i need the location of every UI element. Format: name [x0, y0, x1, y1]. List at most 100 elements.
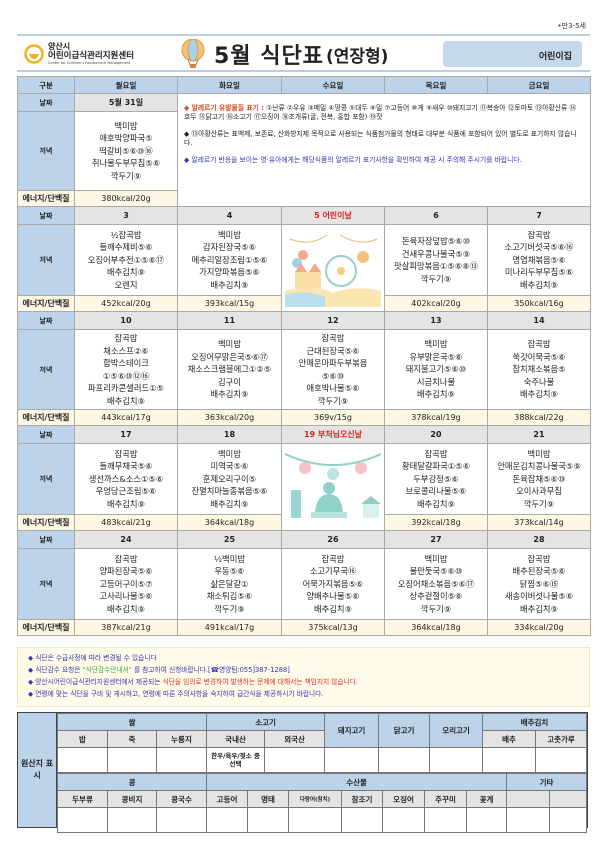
day-date: 5월 31일 — [74, 93, 178, 112]
menu-item: 소고기무국⑯ — [309, 566, 357, 577]
menu-item: 배추김치⑨ — [107, 603, 145, 614]
origin-cell[interactable] — [247, 807, 290, 833]
origin-bottom-table: 콩 수산물 기타 두부류 콩비지 콩국수 고등어 명태 다랑어(참치) 참조기 오징어 주꾸미 꽃… — [56, 773, 587, 833]
date-row-label: 날짜 — [17, 425, 75, 444]
origin-cell[interactable] — [424, 807, 468, 833]
menu-item: 물만둣국⑤⑥⑩ — [409, 566, 463, 577]
origin-cell[interactable] — [429, 747, 484, 773]
footnote-review-a: ◆ 식단감수 요청은 — [28, 666, 83, 674]
menu-item: 미나리두부무침⑤⑥ — [504, 267, 574, 278]
origin-cell[interactable] — [107, 807, 157, 833]
origin-item-label: 오징어 — [382, 790, 426, 808]
origin-item-label: 명태 — [247, 790, 290, 808]
day-menu: 백미밥 물만둣국⑤⑥⑩ 오징어채소볶음⑤⑥⑰ 상추겉절이⑤⑥ 깍두기⑨ — [384, 548, 488, 620]
origin-cell[interactable] — [155, 807, 208, 833]
menu-item: 잡곡밥 — [114, 333, 138, 343]
origin-cell[interactable] — [482, 747, 537, 773]
menu-item: 배추김치⑨ — [210, 389, 249, 400]
header-tuesday: 화요일 — [177, 76, 282, 94]
origin-cell[interactable] — [466, 807, 508, 833]
origin-cell[interactable] — [206, 807, 249, 833]
day-energy: 387kcal/21g — [74, 619, 178, 636]
origin-cell[interactable] — [264, 747, 326, 773]
origin-cell[interactable] — [155, 747, 208, 773]
day-date: 28 — [487, 530, 591, 549]
origin-cell[interactable] — [506, 807, 551, 833]
origin-cell[interactable] — [341, 807, 384, 833]
menu-item: 백미밥 — [114, 120, 138, 131]
menu-item: 근대된장국⑤⑥ — [306, 345, 360, 356]
menu-item: 잡곡밥 — [424, 448, 448, 459]
menu-item: 닭찜⑤⑥⑮ — [519, 578, 559, 589]
origin-cell[interactable] — [535, 747, 587, 773]
menu-item: 상추겉절이⑤⑥ — [409, 591, 463, 602]
origin-cell[interactable] — [57, 807, 108, 833]
footnote-liability-b: 식단을 임의로 변경하여 발생하는 문제에 대해서는 책임지지 않습니다. — [162, 678, 359, 686]
org-english-name: Center for Children's Foodservice Manage… — [48, 61, 131, 65]
buddhas-birthday-illustration — [284, 453, 382, 518]
menu-item: 배추김치⑨ — [107, 267, 145, 278]
day-date: 12 — [281, 311, 385, 330]
menu-item: 메추리알장조림①⑤⑥ — [191, 254, 268, 265]
origin-seafood: 수산물 — [206, 773, 508, 791]
day-menu: 백미밥 오징어무맑은국⑤⑥⑰ 채소스크램블에그①②⑤ 김구이 배추김치⑨ — [177, 329, 282, 410]
week5-meal-row: 저녁 잡곡밥 양파된장국⑤⑥ 고등어구이⑤⑦ 고사리나물⑤⑥ 배추김치⑨ ½백미밥 우동⑤⑥ 삶… — [17, 548, 591, 620]
day-energy: 483kcal/21g — [74, 514, 178, 531]
day-energy: 350kcal/16g — [487, 295, 591, 312]
day-date: 27 — [384, 530, 488, 549]
holiday-cell — [281, 224, 385, 312]
week3-meal-row: 저녁 잡곡밥 채소스프②⑥ 함박스테이크 ①⑤⑥⑩⑫⑯ 파프리카콘샐러드①⑤ 배추김치⑨ 백미… — [17, 329, 591, 410]
age-group-label: •만3-5세 — [557, 22, 586, 30]
date-row-label: 날짜 — [17, 311, 75, 330]
origin-cell[interactable] — [288, 807, 343, 833]
day-menu: 잡곡밥 황태달걀파국①⑤⑥ 두부강정⑤⑥ 브로콜리나물⑤⑥ 배추김치⑨ — [384, 443, 488, 515]
origin-cell[interactable] — [378, 747, 431, 773]
origin-red-pepper: 고춧가루 — [535, 730, 587, 748]
menu-item: 숙주나물 — [523, 376, 555, 387]
day-menu: 백미밥 미역국⑤⑥ 훈제오리구이⑤ 잔멸치마늘종볶음⑤⑥ 배추김치⑨ — [177, 443, 282, 515]
day-menu: 잡곡밥 쑥갓어묵국⑤⑥ 참치채소볶음⑤ 숙주나물 배추김치⑨ — [487, 329, 591, 410]
origin-beef-domestic-value[interactable]: 한우/육우/젖소 중 선택 — [206, 747, 266, 773]
menu-item: 잡곡밥 — [321, 553, 345, 564]
menu-item: 백미밥 — [527, 448, 551, 459]
menu-item: 가지양파볶음⑤⑥ — [199, 267, 260, 278]
menu-item: 취나물두부무침⑤⑥ — [91, 158, 161, 169]
header-bottom-rule — [17, 70, 590, 72]
day-menu: 백미밥 안매운김치콩나물국⑤⑨ 돈육잡채⑤⑥⑩ 오이사과무침 깍두기⑨ — [487, 443, 591, 515]
childrens-day-illustration — [285, 234, 381, 307]
holiday-date: 5 어린이날 — [281, 206, 385, 225]
menu-item: 오이사과무침 — [516, 486, 562, 497]
menu-item: 시금치나물 — [416, 376, 456, 387]
header-thursday: 목요일 — [384, 76, 488, 94]
origin-cell[interactable] — [107, 747, 157, 773]
day-energy: 393kcal/15g — [177, 295, 282, 312]
day-menu: ½백미밥 우동⑤⑥ 삶은달걀① 채소튀김⑤⑥ 깍두기⑨ — [177, 548, 282, 620]
origin-cell[interactable] — [549, 807, 587, 833]
origin-item-label: 고등어 — [206, 790, 249, 808]
menu-item: 잡곡밥 — [321, 333, 345, 343]
menu-item: 오렌지 — [114, 279, 138, 290]
smile-logo-icon — [24, 43, 44, 64]
header-row: 구분 월요일 화요일 수요일 목요일 금요일 — [17, 76, 591, 94]
origin-porridge: 죽 — [107, 730, 157, 748]
menu-item: 깍두기⑨ — [110, 170, 142, 181]
menu-item: 백미밥 — [218, 339, 241, 350]
menu-item: 쑥갓어묵국⑤⑥ — [512, 351, 566, 362]
origin-rice: 쌀 — [56, 713, 208, 731]
origin-cabbage: 배추 — [482, 730, 537, 748]
day-date: 26 — [281, 530, 385, 549]
org-logo: 양산시 어린이급식관리지원센터 Center for Children's Fo… — [24, 42, 134, 65]
menu-item: 깍두기⑨ — [317, 395, 349, 406]
energy-row-label: 에너지/단백질 — [17, 619, 75, 636]
origin-cell[interactable] — [57, 747, 108, 773]
origin-cell[interactable] — [324, 747, 380, 773]
day-menu: 잡곡밥 들깨무채국⑤⑥ 생선까스&소스①⑤⑥ 우엉당근조림⑤⑥ 배추김치⑨ — [74, 443, 178, 515]
meal-row-label: 저녁 — [17, 224, 75, 296]
origin-cell[interactable] — [382, 807, 426, 833]
footnote-review-c: 를 참고하여 신청바랍니다.[☎영양팀:055]387-1288] — [131, 666, 290, 674]
origin-chicken: 닭고기 — [378, 713, 431, 748]
day-date: 11 — [177, 311, 282, 330]
day-energy: 369v/15g — [281, 409, 385, 426]
day-menu: 백미밥 유부맑은국⑤⑥ 돼지불고기⑤⑥⑩ 시금치나물 배추김치⑨ — [384, 329, 488, 410]
menu-item: 오징어채소볶음⑤⑥⑰ — [397, 578, 475, 589]
